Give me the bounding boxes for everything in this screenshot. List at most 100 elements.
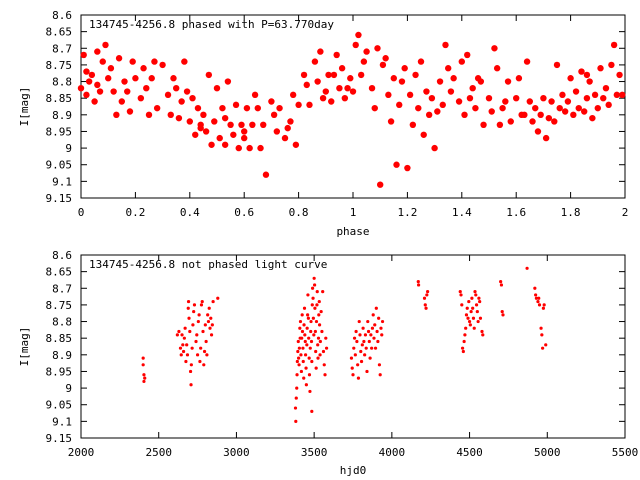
data-point xyxy=(380,319,385,324)
data-point xyxy=(178,346,183,350)
data-point xyxy=(306,293,310,297)
data-point xyxy=(145,111,153,119)
data-point xyxy=(314,349,318,354)
data-point xyxy=(151,58,158,65)
data-point xyxy=(373,346,378,350)
data-point xyxy=(586,78,593,85)
data-point xyxy=(500,309,504,314)
data-point xyxy=(542,303,546,307)
data-point xyxy=(529,118,536,125)
data-point xyxy=(349,356,354,360)
data-point xyxy=(132,75,139,82)
data-point xyxy=(477,296,481,300)
data-point xyxy=(202,128,210,135)
data-point xyxy=(305,326,309,330)
data-point xyxy=(583,94,591,102)
data-point xyxy=(302,323,306,327)
data-point xyxy=(465,306,469,310)
data-point xyxy=(464,326,468,330)
data-point xyxy=(205,353,209,357)
data-point xyxy=(431,144,438,152)
data-point xyxy=(173,85,180,92)
data-point xyxy=(186,118,193,125)
y-tick-label: 8.85 xyxy=(46,92,73,105)
data-point xyxy=(561,108,569,115)
data-point xyxy=(221,114,229,122)
data-point xyxy=(91,98,98,105)
data-point xyxy=(298,326,302,330)
data-point xyxy=(368,85,376,92)
data-point xyxy=(309,329,313,334)
data-point xyxy=(181,343,185,347)
data-point xyxy=(417,58,425,65)
chart-title: 134745-4256.8 phased with P=63.770day xyxy=(89,18,334,31)
data-point xyxy=(469,309,473,314)
data-point xyxy=(300,329,305,334)
data-point xyxy=(194,104,202,112)
data-point xyxy=(545,114,553,122)
data-point xyxy=(142,379,146,384)
data-point xyxy=(303,353,308,357)
data-point xyxy=(347,75,354,82)
data-point xyxy=(526,98,533,105)
x-tick-label: 1.6 xyxy=(506,206,526,219)
data-point xyxy=(270,111,278,119)
data-point xyxy=(213,85,221,92)
y-tick-label: 8.75 xyxy=(46,299,73,312)
data-point xyxy=(313,306,317,310)
data-point xyxy=(406,91,414,99)
data-point xyxy=(293,406,298,410)
data-point xyxy=(187,316,191,320)
x-tick-label: 5000 xyxy=(534,446,561,459)
data-point xyxy=(94,81,101,89)
data-point xyxy=(458,58,465,65)
data-point xyxy=(316,336,321,340)
data-point xyxy=(502,98,509,105)
data-point xyxy=(204,339,208,344)
data-point xyxy=(206,313,210,317)
data-point xyxy=(398,78,406,85)
data-point xyxy=(96,88,104,95)
data-point xyxy=(317,48,324,55)
data-point xyxy=(235,144,242,152)
data-point xyxy=(377,181,384,188)
data-point xyxy=(382,55,389,62)
data-point xyxy=(513,94,520,102)
data-point xyxy=(362,339,366,344)
data-point xyxy=(583,71,591,79)
data-point xyxy=(534,296,539,300)
y-tick-label: 8.7 xyxy=(52,42,72,55)
data-point xyxy=(305,343,309,347)
phased-light-curve-panel: 0 0.2 0.4 0.6 0.8 1 1.2 1.4 1.6 1.8 2 8.6 8.65 8.7 8.7… xyxy=(18,9,628,238)
data-point xyxy=(83,68,90,75)
data-point xyxy=(475,309,479,314)
data-point xyxy=(581,108,588,115)
y-tick-label: 9.05 xyxy=(46,159,73,172)
data-point xyxy=(320,329,324,334)
x-tick-label: 2000 xyxy=(68,446,95,459)
data-point xyxy=(260,121,267,128)
data-point xyxy=(564,98,572,105)
data-point xyxy=(206,319,211,324)
data-point xyxy=(428,94,436,102)
data-point xyxy=(499,283,504,287)
data-point xyxy=(377,316,381,320)
data-point xyxy=(567,75,574,82)
data-point xyxy=(472,326,476,330)
y-tick-label: 9.1 xyxy=(52,175,72,188)
data-point xyxy=(230,131,237,138)
data-point xyxy=(295,359,299,364)
data-point xyxy=(188,329,192,334)
data-point xyxy=(472,104,479,112)
data-point xyxy=(330,71,338,79)
y-tick-label: 8.65 xyxy=(46,266,73,279)
data-point xyxy=(211,299,215,304)
data-point xyxy=(192,303,197,307)
data-point xyxy=(390,75,397,82)
data-point xyxy=(297,356,301,360)
data-point xyxy=(541,306,546,310)
data-point xyxy=(459,293,463,297)
data-point xyxy=(363,333,368,337)
data-point xyxy=(312,276,316,280)
data-point xyxy=(302,306,307,310)
